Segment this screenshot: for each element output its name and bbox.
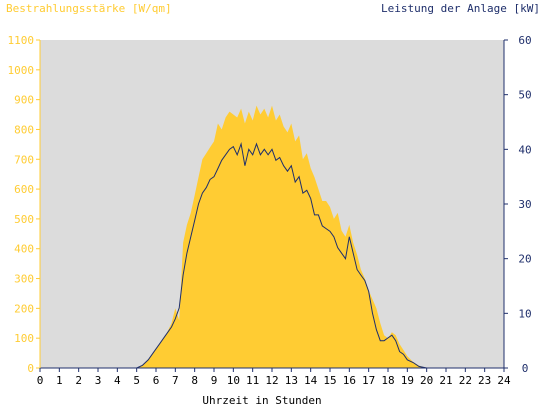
x-tick-label: 8: [191, 374, 198, 387]
x-tick-label: 4: [114, 374, 121, 387]
left-tick-label: 1100: [8, 34, 35, 47]
x-tick-label: 6: [153, 374, 160, 387]
left-tick-label: 200: [14, 302, 34, 315]
x-tick-label: 3: [95, 374, 102, 387]
x-tick-label: 5: [133, 374, 140, 387]
irradiance-area: [40, 105, 504, 368]
x-axis-ticks: 0 1 2 3 4 5 6 7 8 9 10 11 12 13 14 15 16 17 18 19 20 21 22 23 24: [37, 368, 511, 387]
right-tick-label: 40: [518, 143, 531, 156]
left-tick-label: 400: [14, 243, 34, 256]
x-tick-label: 23: [478, 374, 491, 387]
x-tick-label: 11: [246, 374, 259, 387]
x-tick-label: 16: [343, 374, 356, 387]
x-tick-label: 14: [304, 374, 318, 387]
power-line: [40, 141, 504, 369]
left-axis-ticks: 0 100 200 300 400 500 600 700 800 900 1000 1100: [8, 34, 40, 375]
x-tick-label: 24: [497, 374, 511, 387]
left-tick-label: 700: [14, 153, 34, 166]
power-series: [40, 141, 504, 369]
right-tick-label: 20: [518, 253, 531, 266]
left-tick-label: 900: [14, 94, 34, 107]
x-axis-title: Uhrzeit in Stunden: [202, 394, 321, 407]
left-tick-label: 500: [14, 213, 34, 226]
right-tick-label: 10: [518, 307, 531, 320]
x-tick-label: 19: [401, 374, 414, 387]
right-tick-label: 50: [518, 89, 531, 102]
x-tick-label: 2: [75, 374, 82, 387]
x-tick-label: 21: [439, 374, 452, 387]
x-tick-label: 7: [172, 374, 179, 387]
x-tick-label: 15: [323, 374, 336, 387]
left-tick-label: 600: [14, 183, 34, 196]
x-tick-label: 22: [459, 374, 472, 387]
right-tick-label: 30: [518, 198, 531, 211]
left-tick-label: 1000: [8, 64, 35, 77]
x-tick-label: 1: [56, 374, 63, 387]
right-tick-label: 60: [518, 34, 531, 47]
irradiance-series: [40, 105, 504, 368]
left-tick-label: 300: [14, 273, 34, 286]
left-tick-label: 800: [14, 123, 34, 136]
x-tick-label: 10: [227, 374, 240, 387]
x-tick-label: 20: [420, 374, 433, 387]
left-tick-label: 0: [27, 362, 34, 375]
x-tick-label: 0: [37, 374, 44, 387]
x-tick-label: 13: [285, 374, 298, 387]
right-axis-ticks: 0 10 20 30 40 50 60: [504, 34, 532, 375]
x-tick-label: 17: [362, 374, 375, 387]
x-tick-label: 9: [211, 374, 218, 387]
right-tick-label: 0: [522, 362, 529, 375]
x-tick-label: 12: [265, 374, 278, 387]
left-tick-label: 100: [14, 332, 34, 345]
x-tick-label: 18: [381, 374, 394, 387]
left-axis-title: Bestrahlungsstärke [W/qm]: [6, 2, 172, 15]
right-axis-title: Leistung der Anlage [kW]: [381, 2, 540, 15]
